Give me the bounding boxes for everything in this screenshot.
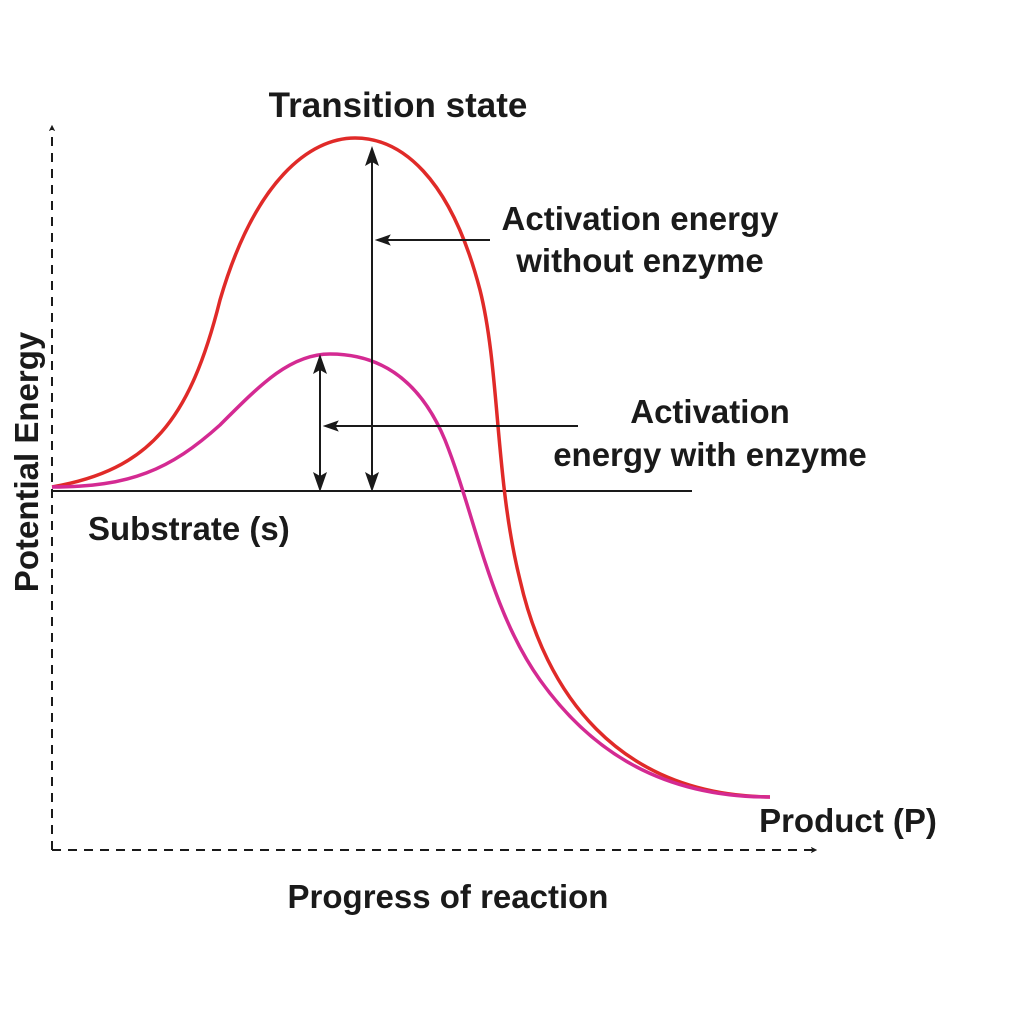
activation-with-label-line1: Activation (630, 393, 790, 430)
x-axis-label: Progress of reaction (288, 878, 609, 915)
product-label: Product (P) (759, 802, 937, 839)
transition-state-label: Transition state (269, 86, 528, 125)
activation-with-label-line2: energy with enzyme (553, 436, 867, 473)
curve-without-enzyme (51, 136, 771, 799)
substrate-label: Substrate (s) (88, 510, 290, 547)
curve-with-enzyme (51, 352, 771, 799)
activation-without-label-line2: without enzyme (515, 242, 764, 279)
activation-without-label-line1: Activation energy (502, 200, 780, 237)
y-axis-label: Potential Energy (8, 331, 45, 592)
